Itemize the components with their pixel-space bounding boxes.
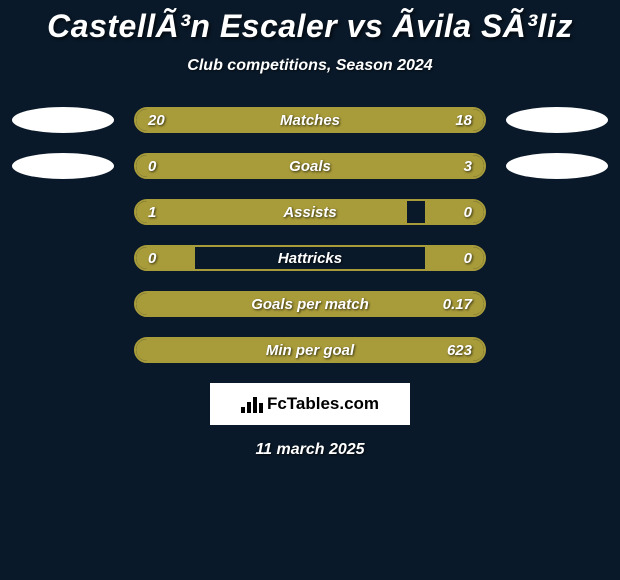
- player-avatar-left: [12, 107, 114, 133]
- logo-content: FcTables.com: [241, 394, 379, 414]
- stat-value-right: 18: [455, 112, 472, 129]
- bar-fill-right: [195, 155, 484, 177]
- stat-bar: Goals per match 0.17: [134, 291, 486, 317]
- stat-value-right: 3: [464, 158, 472, 175]
- stat-row: 0 Goals 3: [10, 153, 610, 179]
- stat-row: 20 Matches 18: [10, 107, 610, 133]
- stat-label: Matches: [280, 112, 340, 129]
- bar-fill-right: [425, 201, 484, 223]
- stat-label: Goals per match: [251, 296, 369, 313]
- logo-box[interactable]: FcTables.com: [210, 383, 410, 425]
- logo-text: FcTables.com: [267, 394, 379, 414]
- stat-bar: 0 Goals 3: [134, 153, 486, 179]
- stat-row: Goals per match 0.17: [10, 291, 610, 317]
- stat-value-right: 0: [464, 250, 472, 267]
- stat-bar: 0 Hattricks 0: [134, 245, 486, 271]
- stat-value-right: 623: [447, 342, 472, 359]
- stat-label: Assists: [283, 204, 336, 221]
- stat-value-left: 0: [148, 158, 156, 175]
- page-title: CastellÃ³n Escaler vs Ãvila SÃ³liz: [10, 8, 610, 45]
- stat-label: Goals: [289, 158, 331, 175]
- stat-bar: 1 Assists 0: [134, 199, 486, 225]
- bar-fill-left: [136, 155, 195, 177]
- stat-bar: 20 Matches 18: [134, 107, 486, 133]
- stat-value-left: 0: [148, 250, 156, 267]
- player-avatar-right: [506, 153, 608, 179]
- date-text: 11 march 2025: [10, 441, 610, 459]
- stat-value-right: 0.17: [443, 296, 472, 313]
- bar-fill-left: [136, 247, 195, 269]
- stat-row: 1 Assists 0: [10, 199, 610, 225]
- stat-bar: Min per goal 623: [134, 337, 486, 363]
- stat-row: Min per goal 623: [10, 337, 610, 363]
- stat-label: Hattricks: [278, 250, 342, 267]
- stat-label: Min per goal: [266, 342, 354, 359]
- subtitle: Club competitions, Season 2024: [10, 57, 610, 75]
- stats-area: 20 Matches 18 0 Goals 3 1 Assists 0 0 Hattricks 0 Go…: [10, 107, 610, 363]
- stat-value-left: 20: [148, 112, 165, 129]
- player-avatar-right: [506, 107, 608, 133]
- stat-value-left: 1: [148, 204, 156, 221]
- player-avatar-left: [12, 153, 114, 179]
- bar-fill-left: [136, 339, 195, 361]
- stat-row: 0 Hattricks 0: [10, 245, 610, 271]
- logo-chart-icon: [241, 395, 263, 413]
- bar-fill-right: [425, 247, 484, 269]
- bar-fill-left: [136, 293, 195, 315]
- stats-container: CastellÃ³n Escaler vs Ãvila SÃ³liz Club …: [0, 0, 620, 467]
- bar-fill-left: [136, 201, 407, 223]
- stat-value-right: 0: [464, 204, 472, 221]
